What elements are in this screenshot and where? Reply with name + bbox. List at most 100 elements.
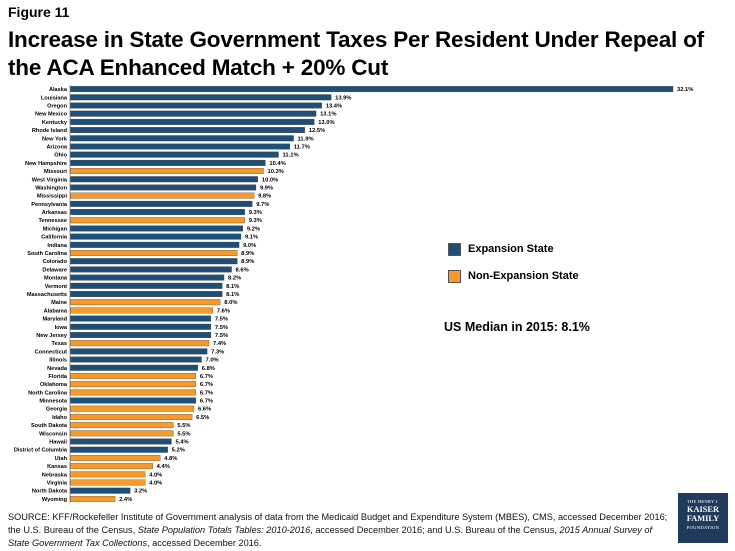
state-label-indiana: Indiana <box>47 243 67 249</box>
bar-arkansas <box>70 209 245 215</box>
bar-arizona <box>70 143 290 150</box>
source-italic-2: 2015 Annual Survey of State Government T… <box>8 525 653 548</box>
value-label-new-mexico: 13.1% <box>320 112 336 118</box>
median-annotation: US Median in 2015: 8.1% <box>444 320 590 334</box>
legend-label-expansion: Expansion State <box>468 243 554 255</box>
state-label-texas: Texas <box>52 341 67 347</box>
bar-west-virginia <box>70 176 259 183</box>
bar-connecticut <box>70 348 208 355</box>
state-label-minnesota: Minnesota <box>39 399 68 405</box>
bar-north-dakota <box>70 487 131 494</box>
value-label-utah: 4.8% <box>164 456 177 462</box>
state-label-new-mexico: New Mexico <box>35 112 68 118</box>
state-label-louisiana: Louisiana <box>41 95 68 101</box>
state-label-idaho: Idaho <box>52 415 67 421</box>
bar-maine <box>70 299 221 306</box>
state-label-missouri: Missouri <box>44 169 67 175</box>
state-label-district-of-columbia: District of Columbia <box>14 448 68 454</box>
state-label-delaware: Delaware <box>42 267 67 273</box>
bar-south-dakota <box>70 422 174 429</box>
value-label-hawaii: 5.4% <box>175 440 188 446</box>
bar-north-carolina <box>70 389 197 396</box>
bar-michigan <box>70 225 243 232</box>
value-label-colorado: 8.9% <box>241 259 254 265</box>
bar-new-york <box>70 135 294 142</box>
bar-rhode-island <box>70 127 305 134</box>
bar-iowa <box>70 323 212 330</box>
bar-utah <box>70 454 161 461</box>
value-label-rhode-island: 12.5% <box>309 128 325 134</box>
bar-wisconsin <box>70 430 174 437</box>
bar-wyoming <box>70 495 116 502</box>
bar-tennessee <box>70 217 245 224</box>
logo-line-1: THE HENRY J. <box>687 499 719 504</box>
state-label-mississippi: Mississippi <box>37 194 68 200</box>
state-label-maryland: Maryland <box>42 317 67 323</box>
state-label-south-carolina: South Carolina <box>27 251 68 257</box>
state-label-tennessee: Tennessee <box>38 218 67 224</box>
chart-title: Increase in State Government Taxes Per R… <box>8 27 704 80</box>
bar-alabama <box>70 307 213 314</box>
state-label-south-dakota: South Dakota <box>31 423 68 429</box>
state-label-massachusetts: Massachusetts <box>27 292 67 298</box>
state-label-connecticut: Connecticut <box>35 349 67 355</box>
value-label-ohio: 11.1% <box>283 153 299 159</box>
state-label-montana: Montana <box>44 276 68 282</box>
value-label-california: 9.1% <box>245 235 258 241</box>
value-label-nevada: 6.8% <box>202 366 215 372</box>
bar-maryland <box>70 315 212 322</box>
bar-montana <box>70 274 225 281</box>
value-label-louisiana: 13.9% <box>335 95 351 101</box>
bar-alaska <box>70 86 674 93</box>
source-suffix: , accessed December 2016. <box>147 538 262 548</box>
legend-swatch-expansion <box>448 243 461 256</box>
bar-virginia <box>70 479 146 486</box>
state-label-nebraska: Nebraska <box>42 472 68 478</box>
bar-oklahoma <box>70 381 197 388</box>
value-label-north-dakota: 3.2% <box>134 489 147 495</box>
logo-line-2b: FAMILY <box>686 514 720 523</box>
value-label-mississippi: 9.8% <box>258 194 271 200</box>
state-label-washington: Washington <box>35 185 67 191</box>
value-label-oregon: 13.4% <box>326 103 342 109</box>
legend-label-non-expansion: Non-Expansion State <box>468 270 579 282</box>
value-label-connecticut: 7.3% <box>211 349 224 355</box>
state-label-oregon: Oregon <box>47 103 67 109</box>
bar-pennsylvania <box>70 200 253 207</box>
source-note: SOURCE: KFF/Rockefeller Institute of Gov… <box>8 511 673 550</box>
bar-washington <box>70 184 257 191</box>
state-label-michigan: Michigan <box>43 226 68 232</box>
bar-idaho <box>70 414 193 420</box>
state-label-nevada: Nevada <box>47 366 68 372</box>
value-label-district-of-columbia: 5.2% <box>172 448 185 454</box>
state-label-wisconsin: Wisconsin <box>39 431 68 437</box>
value-label-iowa: 7.5% <box>215 325 228 331</box>
bar-minnesota <box>70 397 197 404</box>
value-label-pennsylvania: 9.7% <box>256 202 269 208</box>
source-middle: , accessed December 2016; and U.S. Burea… <box>310 525 560 535</box>
value-label-delaware: 8.6% <box>236 267 249 273</box>
state-label-arizona: Arizona <box>46 144 67 150</box>
bar-mississippi <box>70 192 255 199</box>
value-label-illinois: 7.0% <box>205 358 218 364</box>
state-label-new-jersey: New Jersey <box>36 333 68 339</box>
value-label-michigan: 9.2% <box>247 226 260 232</box>
value-label-wisconsin: 5.5% <box>177 431 190 437</box>
value-label-missouri: 10.3% <box>267 169 283 175</box>
value-label-georgia: 6.6% <box>198 407 211 413</box>
bar-delaware <box>70 266 232 273</box>
state-label-rhode-island: Rhode Island <box>32 128 68 134</box>
value-label-nebraska: 4.0% <box>149 472 162 478</box>
bar-nebraska <box>70 471 146 478</box>
state-label-iowa: Iowa <box>55 325 68 331</box>
bar-ohio <box>70 151 279 158</box>
bar-georgia <box>70 405 195 412</box>
value-label-texas: 7.4% <box>213 341 226 347</box>
value-label-florida: 6.7% <box>200 374 213 380</box>
state-label-alabama: Alabama <box>44 308 68 314</box>
value-label-arkansas: 9.3% <box>249 210 262 216</box>
bar-south-carolina <box>70 250 238 256</box>
state-label-ohio: Ohio <box>54 153 67 159</box>
bar-chart: Alaska 32.1% Louisiana 13.9% Oregon 13.4% New … <box>14 85 693 503</box>
value-label-kansas: 4.4% <box>157 464 170 470</box>
